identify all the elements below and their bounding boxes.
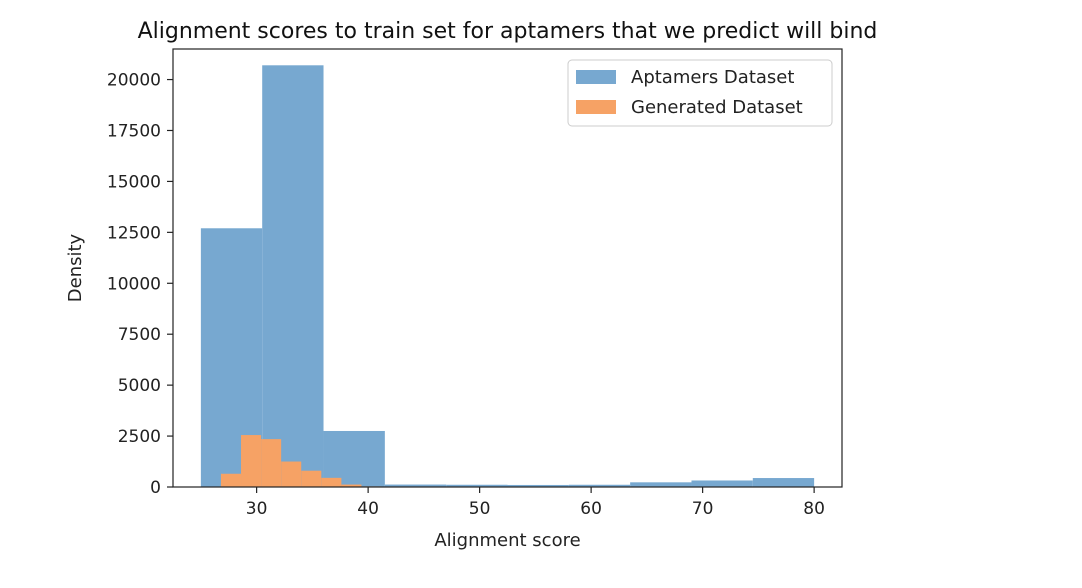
series-generated-dataset (220, 435, 382, 487)
bar-1-4 (301, 470, 322, 487)
bar-0-4 (446, 484, 508, 487)
bar-0-9 (752, 478, 815, 487)
bar-1-5 (321, 477, 342, 487)
plot-area (200, 65, 815, 488)
bar-1-1 (241, 435, 262, 487)
y-tick-label: 17500 (107, 121, 161, 141)
x-tick-label: 40 (357, 499, 379, 519)
y-tick-label: 0 (150, 478, 161, 498)
legend-box (567, 59, 833, 127)
bar-1-6 (341, 484, 362, 487)
bar-0-5 (507, 484, 569, 487)
bar-1-0 (220, 473, 242, 487)
bar-1-3 (281, 461, 302, 487)
chart-title: Alignment scores to train set for aptame… (138, 19, 878, 44)
series-aptamers-dataset (200, 65, 815, 488)
bar-0-8 (691, 480, 753, 487)
x-tick-label: 60 (580, 499, 602, 519)
y-tick-label: 12500 (107, 223, 161, 243)
y-tick-label: 5000 (118, 376, 161, 396)
legend-swatch (576, 100, 616, 114)
y-axis-title: Density (65, 233, 86, 302)
x-tick-label: 50 (469, 499, 491, 519)
legend-swatch (576, 70, 616, 84)
bar-0-2 (323, 430, 385, 487)
bar-0-7 (630, 482, 692, 487)
y-tick-label: 10000 (107, 274, 161, 294)
bar-0-3 (384, 484, 447, 487)
legend-label: Aptamers Dataset (631, 67, 794, 88)
y-tick-label: 20000 (107, 71, 161, 91)
y-tick-label: 7500 (118, 325, 161, 345)
x-tick-label: 30 (246, 499, 268, 519)
legend: Aptamers Dataset Generated Dataset (567, 59, 833, 127)
x-tick-label: 70 (692, 499, 714, 519)
x-axis-title: Alignment score (434, 530, 580, 551)
bar-1-2 (261, 439, 282, 487)
bar-0-1 (262, 65, 324, 488)
bar-0-6 (568, 484, 631, 487)
y-tick-label: 2500 (118, 427, 161, 447)
plot-frame (172, 48, 843, 488)
legend-label: Generated Dataset (631, 97, 803, 118)
x-tick-label: 80 (803, 499, 825, 519)
y-tick-label: 15000 (107, 172, 161, 192)
